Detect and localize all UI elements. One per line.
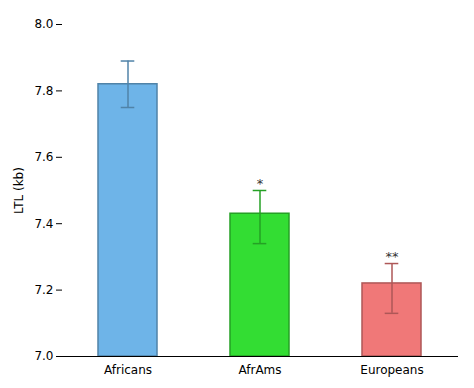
svg-text:*: * (257, 176, 264, 191)
svg-text:Africans: Africans (104, 363, 152, 377)
svg-text:LTL (kb): LTL (kb) (12, 167, 26, 214)
svg-text:7.6: 7.6 (34, 150, 53, 164)
svg-text:7.0: 7.0 (34, 349, 53, 363)
svg-text:AfrAms: AfrAms (238, 363, 281, 377)
svg-text:Europeans: Europeans (360, 363, 423, 377)
svg-text:7.2: 7.2 (34, 283, 53, 297)
svg-text:8.0: 8.0 (34, 17, 53, 31)
svg-text:**: ** (386, 249, 400, 264)
svg-text:7.8: 7.8 (34, 84, 53, 98)
svg-text:7.4: 7.4 (34, 217, 53, 231)
